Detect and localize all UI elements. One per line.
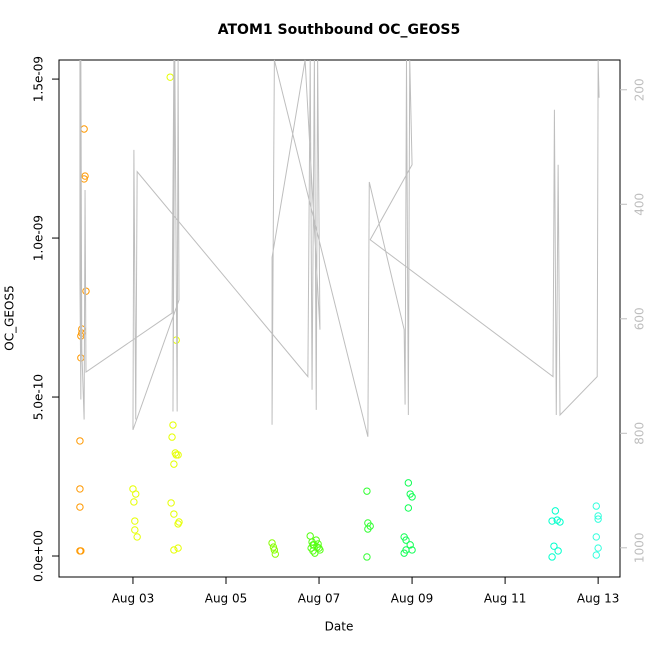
point: [166, 73, 174, 81]
point: [592, 502, 600, 510]
chart-title: ATOM1 Southbound OC_GEOS5: [218, 22, 461, 38]
point: [167, 499, 175, 507]
y-tick-label: 1.5e-09: [32, 56, 46, 102]
point: [364, 525, 372, 533]
y2-tick-label: 400: [633, 193, 647, 216]
point: [133, 533, 141, 541]
point: [309, 541, 317, 549]
point: [130, 498, 138, 506]
point: [363, 553, 371, 561]
point: [548, 553, 556, 561]
point: [174, 544, 182, 552]
point: [404, 479, 413, 487]
point: [131, 526, 139, 534]
point: [363, 487, 371, 495]
point: [271, 550, 280, 558]
x-tick-label: Aug 11: [484, 592, 527, 606]
x-tick-label: Aug 07: [298, 592, 341, 606]
y2-tick-label: 800: [633, 422, 647, 445]
x-tick-label: Aug 03: [112, 592, 155, 606]
point: [76, 437, 84, 445]
point: [168, 433, 176, 441]
point: [400, 549, 408, 557]
point: [170, 510, 178, 518]
point: [594, 515, 602, 523]
point: [175, 518, 183, 526]
point: [551, 507, 560, 515]
point: [408, 493, 416, 501]
point: [306, 532, 314, 540]
point: [406, 541, 414, 549]
point: [170, 546, 178, 554]
x-tick-label: Aug 13: [577, 592, 620, 606]
point: [556, 518, 564, 526]
point: [404, 504, 413, 512]
point: [174, 451, 182, 459]
point: [170, 460, 178, 468]
point: [77, 547, 85, 555]
point: [313, 543, 321, 551]
x-tick-label: Aug 09: [391, 592, 434, 606]
point: [76, 503, 84, 511]
y-tick-label: 0.0e+00: [32, 530, 46, 582]
point: [592, 533, 600, 541]
y-tick-label: 1.0e-09: [32, 215, 46, 261]
point: [550, 542, 558, 550]
y-tick-label: 5.0e-10: [32, 374, 46, 420]
point: [80, 125, 88, 133]
point: [548, 517, 556, 525]
point: [408, 546, 416, 554]
point: [268, 539, 276, 547]
point: [594, 544, 602, 552]
y-axis-label: OC_GEOS5: [3, 285, 17, 350]
point: [594, 512, 602, 520]
point: [402, 536, 410, 544]
point: [131, 517, 139, 525]
point: [169, 421, 177, 429]
point: [554, 547, 562, 555]
plot-frame: [58, 59, 621, 578]
x-axis-label: Date: [325, 620, 354, 634]
x-tick-label: Aug 05: [205, 592, 248, 606]
point: [132, 490, 140, 498]
point: [592, 551, 600, 559]
line: [79, 59, 600, 437]
y2-tick-label: 1000: [633, 533, 647, 564]
y2-tick-label: 600: [633, 307, 647, 330]
point: [172, 451, 180, 459]
y2-tick-label: 200: [633, 78, 647, 101]
point: [270, 546, 279, 554]
point: [76, 485, 84, 493]
